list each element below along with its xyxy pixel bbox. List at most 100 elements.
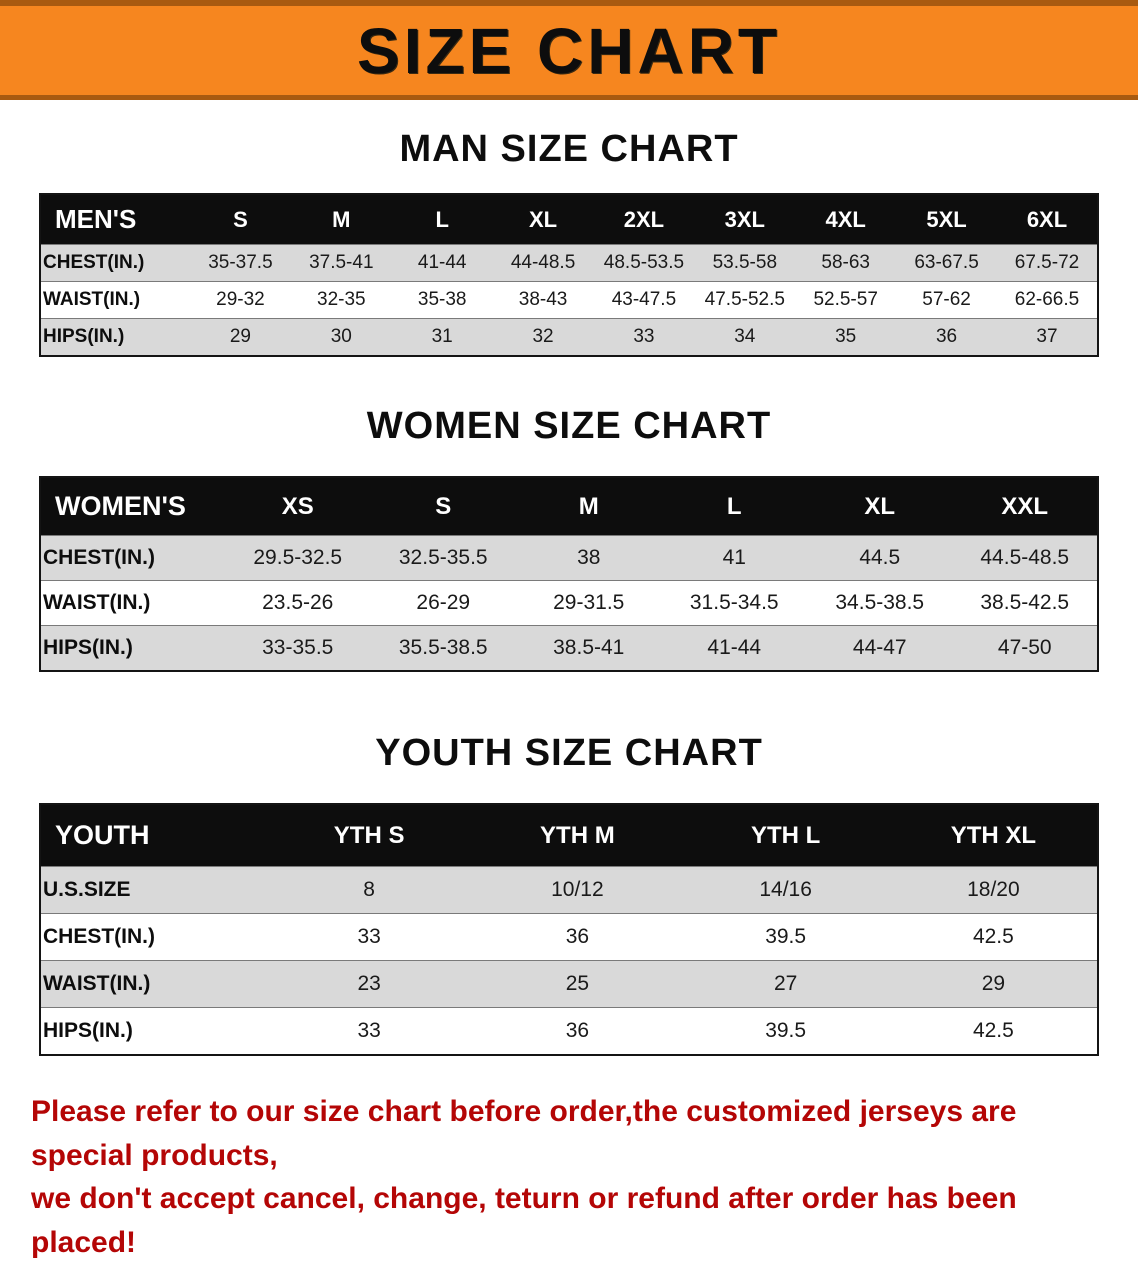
size-value-cell: 38.5-41 bbox=[553, 636, 625, 659]
size-value-cell: 42.5 bbox=[972, 925, 1014, 948]
size-value-cell: 44-47 bbox=[852, 636, 907, 659]
size-value-cell: 36 bbox=[565, 925, 590, 948]
size-value-cell: 29-32 bbox=[216, 289, 265, 310]
size-value-cell: 57-62 bbox=[922, 289, 971, 310]
size-value-cell: 29-31.5 bbox=[553, 591, 625, 614]
size-value-cell: 53.5-58 bbox=[712, 252, 778, 273]
size-value-cell: 33 bbox=[357, 1019, 381, 1042]
size-column-header: YTH L bbox=[681, 804, 890, 867]
size-value-cell: 30 bbox=[330, 326, 352, 347]
table-header-row: MEN'S S M L XL 2XL 3XL 4XL 5XL 6XL bbox=[40, 194, 1098, 245]
size-column-header: XL bbox=[807, 477, 953, 536]
size-column-header: YTH M bbox=[473, 804, 682, 867]
size-value-cell: 38-43 bbox=[518, 289, 568, 310]
row-label: CHEST(IN.) bbox=[43, 925, 155, 948]
men-size-section: MAN SIZE CHART MEN'S S M L XL 2XL 3XL 4XL 5XL 6XL… bbox=[0, 128, 1138, 357]
row-label: WAIST(IN.) bbox=[43, 972, 151, 995]
table-row: WAIST(IN.) 23.5-26 26-29 29-31.5 31.5-34.5 34… bbox=[40, 580, 1098, 626]
size-value-cell: 29.5-32.5 bbox=[253, 546, 343, 569]
size-column-header: 5XL bbox=[896, 194, 997, 245]
women-section-heading: WOMEN SIZE CHART bbox=[366, 405, 772, 447]
table-corner-label: YOUTH bbox=[40, 804, 265, 867]
size-value-cell: 29 bbox=[229, 326, 251, 347]
size-value-cell: 52.5-57 bbox=[813, 289, 878, 310]
row-label: WAIST(IN.) bbox=[43, 289, 141, 310]
size-column-header: M bbox=[290, 194, 392, 245]
women-size-table: WOMEN'S XS S M L XL XXL CHEST(IN.) 29.5-32.5 32.5… bbox=[39, 476, 1099, 672]
size-value-cell: 26-29 bbox=[416, 591, 471, 614]
size-value-cell: 38 bbox=[577, 546, 601, 569]
size-value-cell: 47-50 bbox=[997, 636, 1052, 659]
size-value-cell: 47.5-52.5 bbox=[704, 289, 785, 310]
size-value-cell: 10/12 bbox=[551, 878, 604, 901]
size-value-cell: 36 bbox=[565, 1019, 590, 1042]
row-label: WAIST(IN.) bbox=[43, 591, 151, 614]
size-column-header: XXL bbox=[952, 477, 1098, 536]
table-row: HIPS(IN.) 33-35.5 35.5-38.5 38.5-41 41-44 44-… bbox=[40, 625, 1098, 671]
size-column-header: YTH XL bbox=[889, 804, 1098, 867]
size-value-cell: 31 bbox=[431, 326, 453, 347]
size-value-cell: 35.5-38.5 bbox=[398, 636, 488, 659]
disclaimer: Please refer to our size chart before or… bbox=[29, 1090, 1109, 1264]
table-row: HIPS(IN.) 33 36 39.5 42.5 bbox=[40, 1007, 1098, 1055]
size-column-header: 3XL bbox=[694, 194, 796, 245]
table-row: CHEST(IN.) 33 36 39.5 42.5 bbox=[40, 913, 1098, 961]
women-size-section: WOMEN SIZE CHART WOMEN'S XS S M L XL XXL CHEST(… bbox=[0, 405, 1138, 672]
table-row: CHEST(IN.) 35-37.5 37.5-41 41-44 44-48.5 48.5… bbox=[40, 244, 1098, 282]
size-value-cell: 44-48.5 bbox=[510, 252, 576, 273]
size-value-cell: 34.5-38.5 bbox=[835, 591, 925, 614]
size-value-cell: 33 bbox=[633, 326, 655, 347]
row-label: HIPS(IN.) bbox=[43, 636, 133, 659]
size-value-cell: 67.5-72 bbox=[1014, 252, 1080, 273]
size-value-cell: 32 bbox=[532, 326, 554, 347]
disclaimer-line-2: we don't accept cancel, change, teturn o… bbox=[31, 1182, 1017, 1259]
size-value-cell: 44.5 bbox=[859, 546, 901, 569]
size-column-header: XL bbox=[492, 194, 594, 245]
size-value-cell: 48.5-53.5 bbox=[603, 252, 685, 273]
size-chart-content: MAN SIZE CHART MEN'S S M L XL 2XL 3XL 4XL 5XL 6XL… bbox=[0, 128, 1138, 1264]
disclaimer-line-1: Please refer to our size chart before or… bbox=[31, 1095, 1017, 1172]
size-value-cell: 29 bbox=[981, 972, 1006, 995]
size-value-cell: 41-44 bbox=[707, 636, 762, 659]
table-header-row: WOMEN'S XS S M L XL XXL bbox=[40, 477, 1098, 536]
men-size-table: MEN'S S M L XL 2XL 3XL 4XL 5XL 6XL CHEST(IN.) 35-37… bbox=[39, 193, 1099, 357]
size-value-cell: 39.5 bbox=[765, 1019, 807, 1042]
size-value-cell: 25 bbox=[565, 972, 590, 995]
size-value-cell: 33-35.5 bbox=[262, 636, 334, 659]
size-value-cell: 36 bbox=[935, 326, 958, 347]
table-row: HIPS(IN.) 29 30 31 32 33 34 35 36 37 bbox=[40, 318, 1098, 356]
size-value-cell: 44.5-48.5 bbox=[980, 546, 1070, 569]
size-value-cell: 37.5-41 bbox=[309, 252, 374, 273]
size-value-cell: 8 bbox=[363, 878, 375, 901]
size-value-cell: 32.5-35.5 bbox=[398, 546, 488, 569]
men-section-heading: MAN SIZE CHART bbox=[399, 128, 739, 170]
size-value-cell: 41 bbox=[722, 546, 746, 569]
table-row: CHEST(IN.) 29.5-32.5 32.5-35.5 38 41 44.5 44.5… bbox=[40, 535, 1098, 581]
size-column-header: L bbox=[391, 194, 493, 245]
size-value-cell: 33 bbox=[357, 925, 381, 948]
size-value-cell: 27 bbox=[773, 972, 798, 995]
size-value-cell: 63-67.5 bbox=[914, 252, 979, 273]
size-value-cell: 35-38 bbox=[417, 289, 467, 310]
table-header-row: YOUTH YTH S YTH M YTH L YTH XL bbox=[40, 804, 1098, 867]
row-label: CHEST(IN.) bbox=[43, 546, 155, 569]
row-label: HIPS(IN.) bbox=[43, 1019, 133, 1042]
size-column-header: 6XL bbox=[997, 194, 1098, 245]
size-column-header: L bbox=[661, 477, 807, 536]
youth-size-section: YOUTH SIZE CHART YOUTH YTH S YTH M YTH L YTH… bbox=[0, 732, 1138, 1056]
youth-size-table: YOUTH YTH S YTH M YTH L YTH XL U.S.SIZE 8 10/12… bbox=[39, 803, 1099, 1056]
youth-section-heading: YOUTH SIZE CHART bbox=[375, 732, 763, 774]
size-value-cell: 32-35 bbox=[317, 289, 366, 310]
table-row: U.S.SIZE 8 10/12 14/16 18/20 bbox=[40, 866, 1098, 914]
row-label: CHEST(IN.) bbox=[43, 252, 145, 273]
table-row: WAIST(IN.) 29-32 32-35 35-38 38-43 43-47.5 47.… bbox=[40, 281, 1098, 319]
size-column-header: M bbox=[516, 477, 662, 536]
row-label: U.S.SIZE bbox=[43, 878, 131, 901]
page-title: SIZE CHART bbox=[357, 14, 781, 87]
size-value-cell: 23.5-26 bbox=[262, 591, 334, 614]
size-value-cell: 41-44 bbox=[417, 252, 467, 273]
size-column-header: XS bbox=[225, 477, 371, 536]
size-value-cell: 34 bbox=[734, 326, 756, 347]
size-column-header: 4XL bbox=[795, 194, 897, 245]
